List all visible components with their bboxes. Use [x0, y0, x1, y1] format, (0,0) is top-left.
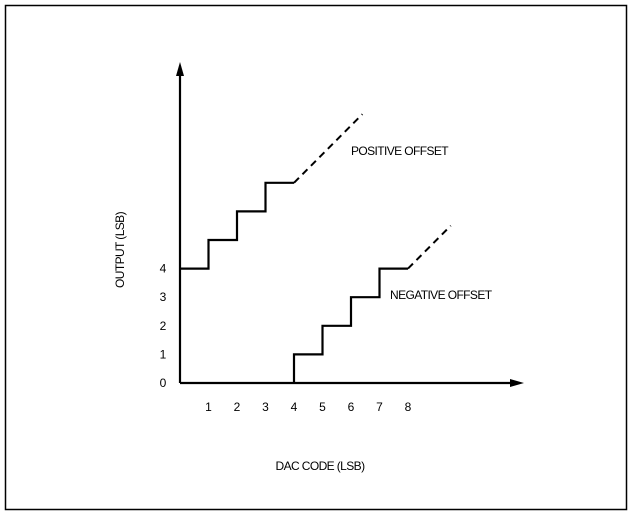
negative-offset-extension — [407, 224, 452, 270]
x-tick-label: 4 — [291, 400, 298, 414]
y-tick-label: 4 — [160, 262, 167, 276]
x-tick-label: 8 — [405, 400, 412, 414]
x-tick-label: 5 — [319, 400, 326, 414]
y-tick-label: 2 — [160, 319, 167, 333]
y-axis-arrow — [176, 62, 184, 76]
negative-offset-staircase — [292, 267, 408, 383]
annotation-negative-offset: NEGATIVE OFFSET — [390, 288, 493, 302]
y-axis-label: OUTPUT (LSB) — [113, 211, 127, 288]
x-tick-label: 6 — [348, 400, 355, 414]
y-tick-label: 0 — [160, 376, 167, 390]
annotation-positive-offset: POSITIVE OFFSET — [351, 144, 449, 158]
x-tick-label: 3 — [262, 400, 269, 414]
x-tick-labels: 1 2 3 4 5 6 7 8 — [205, 400, 412, 414]
positive-offset-extension — [293, 113, 364, 184]
x-tick-label: 7 — [376, 400, 383, 414]
x-axis-arrow — [510, 379, 524, 387]
y-tick-labels: 0 1 2 3 4 — [160, 262, 167, 390]
y-tick-label: 3 — [160, 290, 167, 304]
x-tick-label: 1 — [205, 400, 212, 414]
x-tick-label: 2 — [234, 400, 241, 414]
diagram-border — [4, 4, 628, 511]
y-tick-label: 1 — [160, 347, 167, 361]
positive-offset-staircase — [180, 181, 294, 270]
x-axis-label: DAC CODE (LSB) — [276, 459, 366, 473]
plot-lines — [180, 113, 452, 383]
